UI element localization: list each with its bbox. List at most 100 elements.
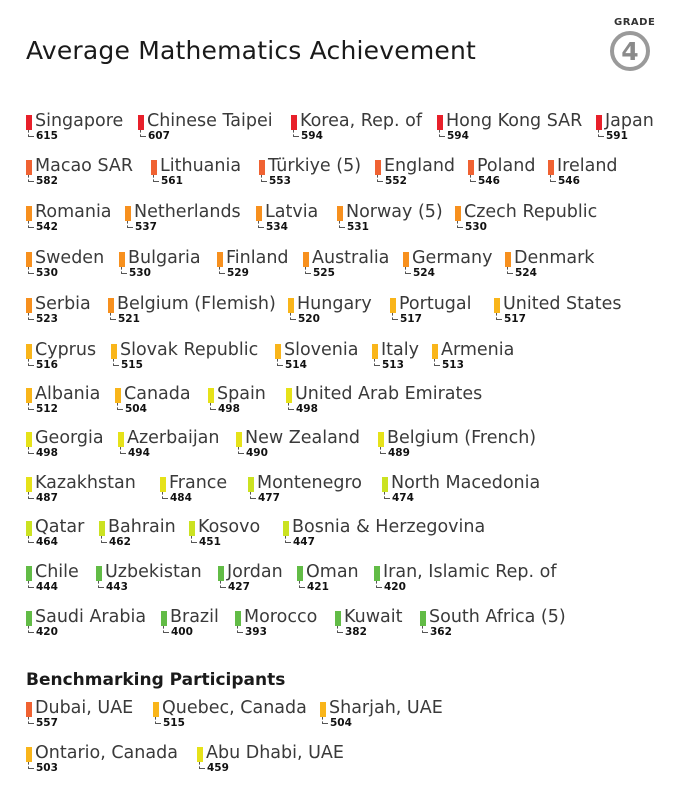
color-marker <box>297 566 303 581</box>
country-name: Denmark <box>514 248 595 268</box>
score-connector <box>28 221 34 228</box>
country-name: Norway (5) <box>346 202 443 222</box>
score-connector <box>550 175 556 182</box>
country-score: 520 <box>298 313 320 325</box>
country-score: 444 <box>36 581 58 593</box>
country-score: 490 <box>246 447 268 459</box>
country-name: Cyprus <box>35 340 97 360</box>
score-connector <box>299 581 305 588</box>
country-name: United States <box>503 294 622 314</box>
score-connector <box>258 221 264 228</box>
color-marker <box>455 206 461 221</box>
country-score: 525 <box>313 267 335 279</box>
color-marker <box>256 206 262 221</box>
country-score: 400 <box>171 626 193 638</box>
color-marker <box>335 611 341 626</box>
country-score: 530 <box>465 221 487 233</box>
country-name: Japan <box>605 111 654 131</box>
score-connector <box>28 267 34 274</box>
country-score: 504 <box>125 403 147 415</box>
color-marker <box>118 432 124 447</box>
score-connector <box>28 130 34 137</box>
country-name: Lithuania <box>160 156 242 176</box>
score-connector <box>496 313 502 320</box>
country-score: 513 <box>442 359 464 371</box>
country-name: Bulgaria <box>128 248 201 268</box>
color-marker <box>596 115 602 130</box>
country-name: Iran, Islamic Rep. of <box>383 562 557 582</box>
country-name: North Macedonia <box>391 473 541 493</box>
score-connector <box>28 313 34 320</box>
color-marker <box>437 115 443 130</box>
country-score: 421 <box>307 581 329 593</box>
country-name: Czech Republic <box>464 202 598 222</box>
country-name: Qatar <box>35 517 85 537</box>
color-marker <box>26 160 32 175</box>
score-connector <box>422 626 428 633</box>
score-connector <box>163 626 169 633</box>
score-connector <box>285 536 291 543</box>
color-marker <box>26 298 32 313</box>
score-connector <box>339 221 345 228</box>
color-marker <box>26 477 32 492</box>
country-score: 537 <box>135 221 157 233</box>
country-score: 420 <box>384 581 406 593</box>
country-score: 498 <box>36 447 58 459</box>
color-marker <box>320 702 326 717</box>
color-marker <box>111 344 117 359</box>
country-name: South Africa (5) <box>429 607 566 627</box>
color-marker <box>286 388 292 403</box>
country-score: 531 <box>347 221 369 233</box>
country-score: 553 <box>269 175 291 187</box>
country-name: Serbia <box>35 294 91 314</box>
country-score: 530 <box>129 267 151 279</box>
country-score: 477 <box>258 492 280 504</box>
participant-score: 504 <box>330 717 352 729</box>
color-marker <box>390 298 396 313</box>
country-name: Brazil <box>170 607 219 627</box>
grade-badge: 4 <box>610 31 650 71</box>
color-marker <box>160 477 166 492</box>
country-name: United Arab Emirates <box>295 384 483 404</box>
participant-name: Dubai, UAE <box>35 698 134 718</box>
country-score: 529 <box>227 267 249 279</box>
score-connector <box>288 403 294 410</box>
country-score: 523 <box>36 313 58 325</box>
country-name: Bahrain <box>108 517 176 537</box>
country-score: 517 <box>504 313 526 325</box>
country-name: Morocco <box>244 607 318 627</box>
country-score: 552 <box>385 175 407 187</box>
country-name: Belgium (French) <box>387 428 537 448</box>
score-connector <box>392 313 398 320</box>
country-name: Italy <box>381 340 419 360</box>
country-score: 362 <box>430 626 452 638</box>
color-marker <box>337 206 343 221</box>
country-name: Canada <box>124 384 191 404</box>
color-marker <box>382 477 388 492</box>
country-score: 382 <box>345 626 367 638</box>
score-connector <box>439 130 445 137</box>
country-score: 513 <box>382 359 404 371</box>
score-connector <box>162 492 168 499</box>
country-score: 514 <box>285 359 307 371</box>
participant-score: 557 <box>36 717 58 729</box>
color-marker <box>374 566 380 581</box>
score-connector <box>470 175 476 182</box>
country-score: 607 <box>148 130 170 142</box>
country-name: Hong Kong SAR <box>446 111 583 131</box>
country-name: Slovak Republic <box>120 340 259 360</box>
country-name: Ireland <box>557 156 618 176</box>
score-connector <box>153 175 159 182</box>
country-score: 530 <box>36 267 58 279</box>
country-name: Uzbekistan <box>105 562 202 582</box>
country-score: 474 <box>392 492 414 504</box>
color-marker <box>259 160 265 175</box>
color-marker <box>375 160 381 175</box>
color-marker <box>96 566 102 581</box>
country-score: 524 <box>515 267 537 279</box>
country-score: 524 <box>413 267 435 279</box>
score-connector <box>457 221 463 228</box>
color-marker <box>26 206 32 221</box>
color-marker <box>197 747 203 762</box>
country-score: 517 <box>400 313 422 325</box>
